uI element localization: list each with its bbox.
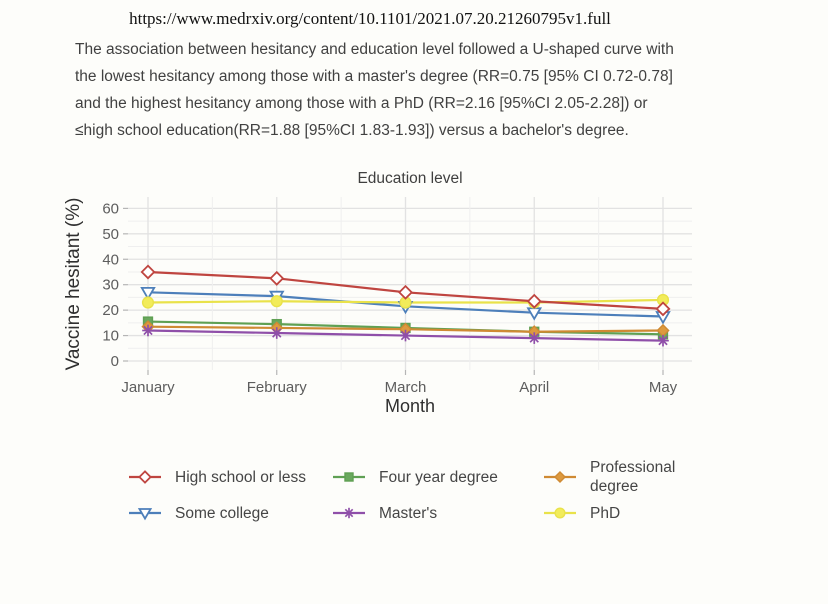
y-tick-label: 50 [102, 226, 119, 243]
y-tick-label: 30 [102, 277, 119, 294]
paragraph-line: ≤high school education(RR=1.88 [95%CI 1.… [75, 122, 629, 139]
education-level-chart: 0 10 20 30 40 50 60 January February March April Ma… [63, 170, 692, 416]
data-point-marker [554, 507, 566, 519]
abstract-paragraph: The association between hesitancy and ed… [75, 36, 725, 144]
data-point-marker [398, 284, 413, 300]
y-tick-label: 10 [102, 328, 119, 345]
x-tick-label: January [121, 379, 175, 396]
data-point-marker [137, 508, 153, 521]
legend-item: Some college [128, 493, 269, 533]
data-point-marker [270, 327, 283, 339]
legend-key [544, 507, 576, 519]
data-point-marker [343, 507, 355, 519]
legend-key [129, 470, 161, 484]
legend-label: Four year degree [379, 468, 498, 486]
legend-item: Master's [332, 493, 437, 533]
legend-key [333, 507, 365, 519]
data-point-marker [655, 301, 671, 317]
legend-label: Master's [379, 504, 438, 522]
paragraph-line: the lowest hesitancy among those with a … [75, 68, 673, 85]
y-tick-label: 40 [102, 251, 119, 268]
legend-key [129, 508, 161, 521]
data-point-marker [140, 264, 156, 280]
legend-item: Four year degree [332, 457, 498, 497]
x-axis-title: Month [385, 396, 435, 416]
chart-title: Education level [357, 170, 462, 187]
paragraph-line: and the highest hesitancy among those wi… [75, 95, 648, 112]
data-point-marker [399, 329, 412, 342]
series-layer [140, 264, 671, 347]
legend-key [333, 472, 365, 482]
y-axis-title: Vaccine hesitant (%) [63, 198, 84, 371]
legend-label: PhD [590, 504, 621, 522]
legend-label: Professional degree [590, 459, 676, 495]
x-tick-label: February [247, 379, 308, 396]
legend-key [544, 470, 576, 484]
data-point-marker [140, 286, 156, 301]
y-tick-label: 20 [102, 302, 119, 319]
data-point-marker [270, 295, 283, 308]
grid-layer [128, 197, 692, 370]
paragraph-line: The association between hesitancy and ed… [75, 41, 674, 58]
source-url[interactable]: https://www.medrxiv.org/content/10.1101/… [129, 9, 611, 28]
data-point-marker [269, 270, 285, 286]
data-point-marker [657, 334, 669, 347]
y-tick-label: 0 [111, 353, 119, 370]
data-point-marker [553, 470, 567, 484]
x-tick-label: March [385, 379, 427, 396]
data-point-marker [138, 470, 152, 484]
legend-item: High school or less [128, 457, 306, 497]
legend-label: Some college [175, 504, 269, 522]
y-tick-label: 60 [102, 200, 119, 217]
data-point-marker [142, 324, 154, 337]
data-point-marker [526, 293, 542, 309]
data-point-marker [141, 296, 155, 309]
data-point-marker [528, 332, 541, 344]
data-point-marker [344, 472, 354, 482]
legend-item: Professional degree [543, 457, 698, 497]
legend-label: High school or less [175, 468, 306, 486]
x-tick-label: May [649, 379, 678, 396]
x-tick-label: April [519, 379, 549, 396]
legend-item: PhD [543, 493, 620, 533]
axis-layer: 0 10 20 30 40 50 60 January February March April Ma… [102, 200, 677, 396]
